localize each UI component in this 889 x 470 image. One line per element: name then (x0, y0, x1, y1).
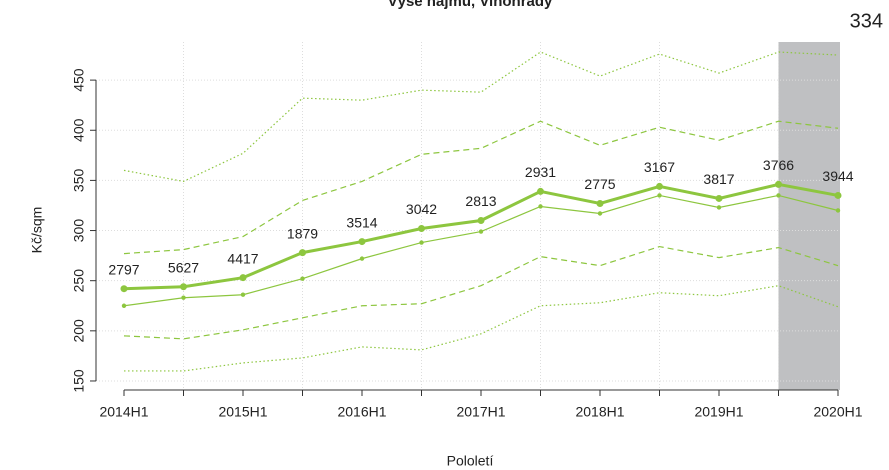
data-point (180, 283, 187, 291)
data-point (537, 187, 544, 195)
y-tick-label: 150 (71, 369, 87, 393)
data-point (657, 193, 662, 198)
point-label: 3817 (703, 171, 734, 187)
y-tick-label: 200 (71, 319, 87, 343)
data-point (239, 274, 247, 282)
data-point (596, 199, 604, 207)
point-label: 3944 (822, 168, 853, 184)
data-point (597, 211, 603, 216)
point-label: 4417 (227, 250, 258, 266)
point-label: 3514 (346, 214, 377, 230)
x-tick-label: 2016H1 (337, 404, 386, 420)
series-line (124, 285, 839, 372)
data-point (716, 205, 722, 210)
data-point (835, 208, 841, 213)
y-tick-label: 450 (71, 68, 87, 92)
y-tick-label: 350 (71, 169, 87, 193)
point-label: 3766 (763, 157, 794, 173)
x-axis-label: Pololetí (447, 453, 494, 469)
shaded-region (778, 42, 840, 390)
x-tick-label: 2019H1 (694, 404, 743, 420)
data-point (419, 240, 424, 245)
data-point (359, 256, 365, 261)
data-point (181, 295, 186, 300)
data-point (121, 303, 127, 308)
series-line (123, 245, 839, 340)
series-line (123, 51, 839, 183)
point-label: 3167 (644, 159, 675, 175)
point-label: 2775 (584, 176, 615, 192)
data-point (300, 276, 305, 281)
data-point (656, 182, 663, 190)
point-label: 5627 (168, 259, 199, 275)
chart-title: Výše nájmů, Vinohrady (388, 0, 553, 10)
x-tick-label: 2014H1 (99, 404, 148, 420)
data-point (834, 191, 842, 199)
point-label: 3042 (406, 201, 437, 217)
data-point (418, 225, 425, 233)
y-tick-label: 400 (71, 118, 87, 142)
data-point (120, 285, 128, 293)
x-tick-label: 2015H1 (218, 404, 267, 420)
point-label: 2813 (465, 193, 496, 209)
point-label: 2931 (525, 164, 556, 180)
y-tick-label: 300 (71, 219, 87, 243)
y-tick-label: 250 (71, 269, 87, 293)
point-label: 2797 (108, 261, 139, 277)
corner-text: 334 (850, 10, 883, 32)
data-point (478, 229, 484, 234)
data-point (299, 249, 306, 257)
data-point (715, 194, 723, 202)
data-point (776, 193, 781, 198)
y-axis-label: Kč/sqm (29, 207, 45, 254)
point-label: 1879 (287, 225, 318, 241)
x-tick-label: 2017H1 (456, 404, 505, 420)
data-point (538, 204, 543, 209)
x-tick-label: 2018H1 (575, 404, 624, 420)
data-point (477, 217, 485, 225)
data-point (358, 238, 366, 246)
x-tick-label: 2020H1 (813, 404, 862, 420)
data-point (775, 180, 782, 188)
series-line (123, 120, 839, 255)
data-point (240, 292, 246, 297)
